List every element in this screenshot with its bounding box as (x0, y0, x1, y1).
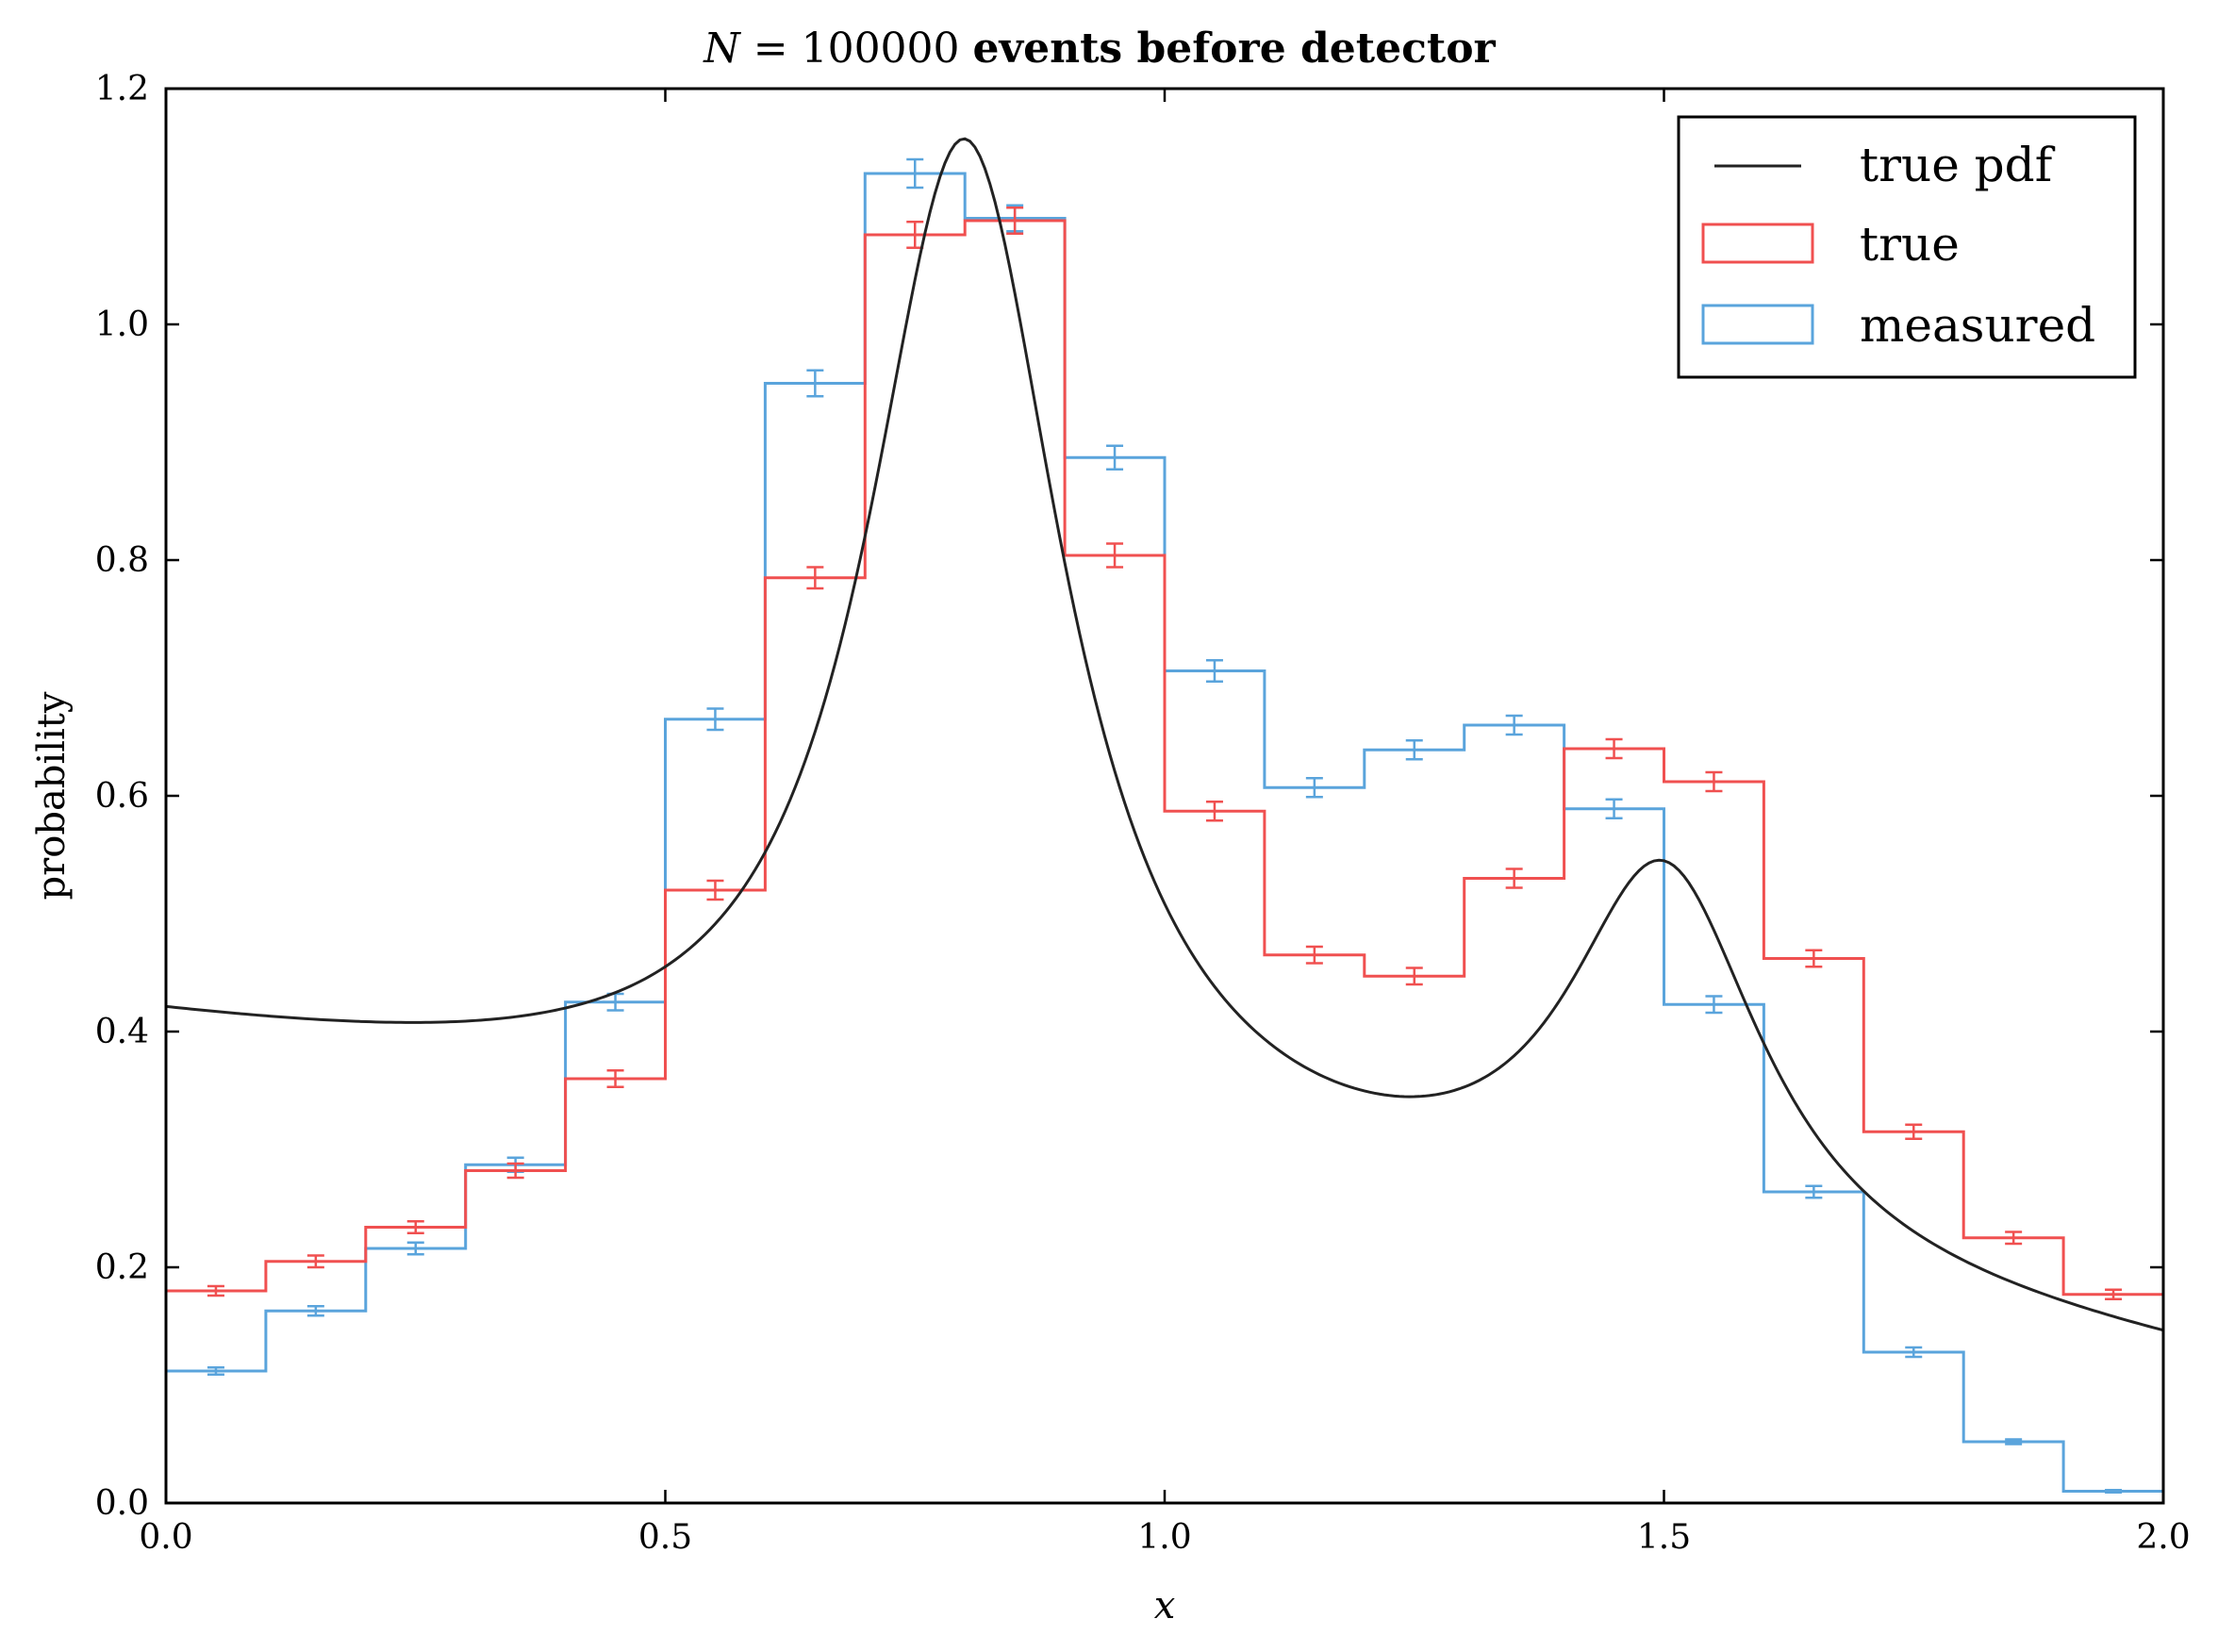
error-bar-true-bin-9 (1006, 206, 1024, 235)
error-bar-measured-bin-14 (1505, 714, 1523, 736)
error-bar-true-bin-12 (1305, 945, 1323, 965)
legend-label-measured: measured (1860, 298, 2095, 353)
error-bar-measured-bin-12 (1305, 777, 1323, 799)
histogram-step-true (166, 219, 2163, 1297)
error-bar-measured-bin-18 (1905, 1346, 1923, 1359)
error-bar-true-bin-1 (207, 1284, 224, 1297)
error-bar-measured-bin-6 (706, 707, 724, 732)
chart-title-text: events before detector (973, 25, 1497, 73)
error-bar-true-bin-4 (506, 1162, 524, 1180)
error-bar-true-bin-3 (406, 1220, 424, 1234)
x-tick-label: 0.5 (638, 1518, 692, 1557)
x-tick-label: 1.0 (1137, 1518, 1191, 1557)
error-bar-measured-bin-10 (1106, 444, 1124, 471)
error-bar-true-bin-6 (706, 879, 724, 901)
error-bar-measured-bin-8 (906, 157, 924, 190)
error-bar-measured-bin-17 (1805, 1184, 1823, 1199)
error-bar-measured-bin-3 (406, 1241, 424, 1256)
error-bar-measured-bin-15 (1605, 798, 1623, 819)
error-bar-true-bin-20 (2105, 1288, 2123, 1300)
series-layer (165, 137, 2164, 1494)
y-tick-label: 0.8 (95, 541, 149, 580)
chart-title: N = 100000 events before detector (703, 25, 1496, 73)
x-tick-label: 1.5 (1637, 1518, 1691, 1557)
error-bar-measured-bin-19 (2005, 1438, 2023, 1446)
plot-area: 0.0 0.5 1.0 1.5 2.0 0.0 0.2 0.4 0.6 0.8 1.0 1.2 (95, 70, 2191, 1557)
error-bar-true-bin-2 (306, 1254, 324, 1269)
legend-box (1677, 115, 2137, 379)
chart-title-variable: N (703, 25, 741, 73)
x-tick-label: 2.0 (2136, 1518, 2190, 1557)
error-bar-measured-bin-20 (2105, 1489, 2123, 1494)
legend-label-true-pdf: true pdf (1860, 138, 2056, 192)
y-tick-label: 1.2 (95, 70, 149, 108)
error-bar-true-bin-5 (606, 1069, 624, 1088)
error-bar-true-bin-18 (1905, 1123, 1923, 1140)
error-bar-true-bin-7 (806, 566, 824, 590)
error-bar-true-bin-19 (2005, 1231, 2023, 1246)
chart-title-equation: = 100000 (740, 25, 973, 73)
error-bar-measured-bin-1 (207, 1366, 224, 1376)
error-bar-true-bin-15 (1605, 737, 1623, 760)
error-bar-measured-bin-16 (1705, 995, 1723, 1015)
error-bar-true-bin-16 (1705, 770, 1723, 793)
y-axis-label: probability (30, 691, 74, 900)
legend-label-true: true (1860, 217, 1960, 272)
y-tick-label: 0.6 (95, 777, 149, 816)
legend-swatch-measured (1701, 304, 1814, 345)
error-bar-true-bin-17 (1805, 949, 1823, 968)
y-tick-label: 0.2 (95, 1248, 149, 1287)
error-bar-measured-bin-13 (1405, 739, 1423, 761)
legend: true pdf true measured (1677, 115, 2137, 379)
x-tick-label: 0.0 (139, 1518, 192, 1557)
error-bar-measured-bin-2 (306, 1305, 324, 1317)
error-bar-measured-bin-7 (806, 369, 824, 398)
ticks-layer: 0.0 0.5 1.0 1.5 2.0 0.0 0.2 0.4 0.6 0.8 1.0 1.2 (95, 70, 2191, 1557)
true-pdf-curve (165, 137, 2164, 1332)
error-bar-measured-bin-11 (1205, 659, 1223, 683)
legend-swatch-true (1701, 223, 1814, 264)
y-tick-label: 0.0 (95, 1484, 149, 1523)
x-axis-label: x (1154, 1584, 1176, 1627)
error-bar-true-bin-11 (1205, 801, 1223, 822)
y-tick-label: 1.0 (95, 306, 149, 344)
error-bar-true-bin-14 (1505, 867, 1523, 889)
error-bar-true-bin-10 (1106, 542, 1124, 569)
y-tick-label: 0.4 (95, 1013, 149, 1051)
error-bar-true-bin-13 (1405, 966, 1423, 986)
